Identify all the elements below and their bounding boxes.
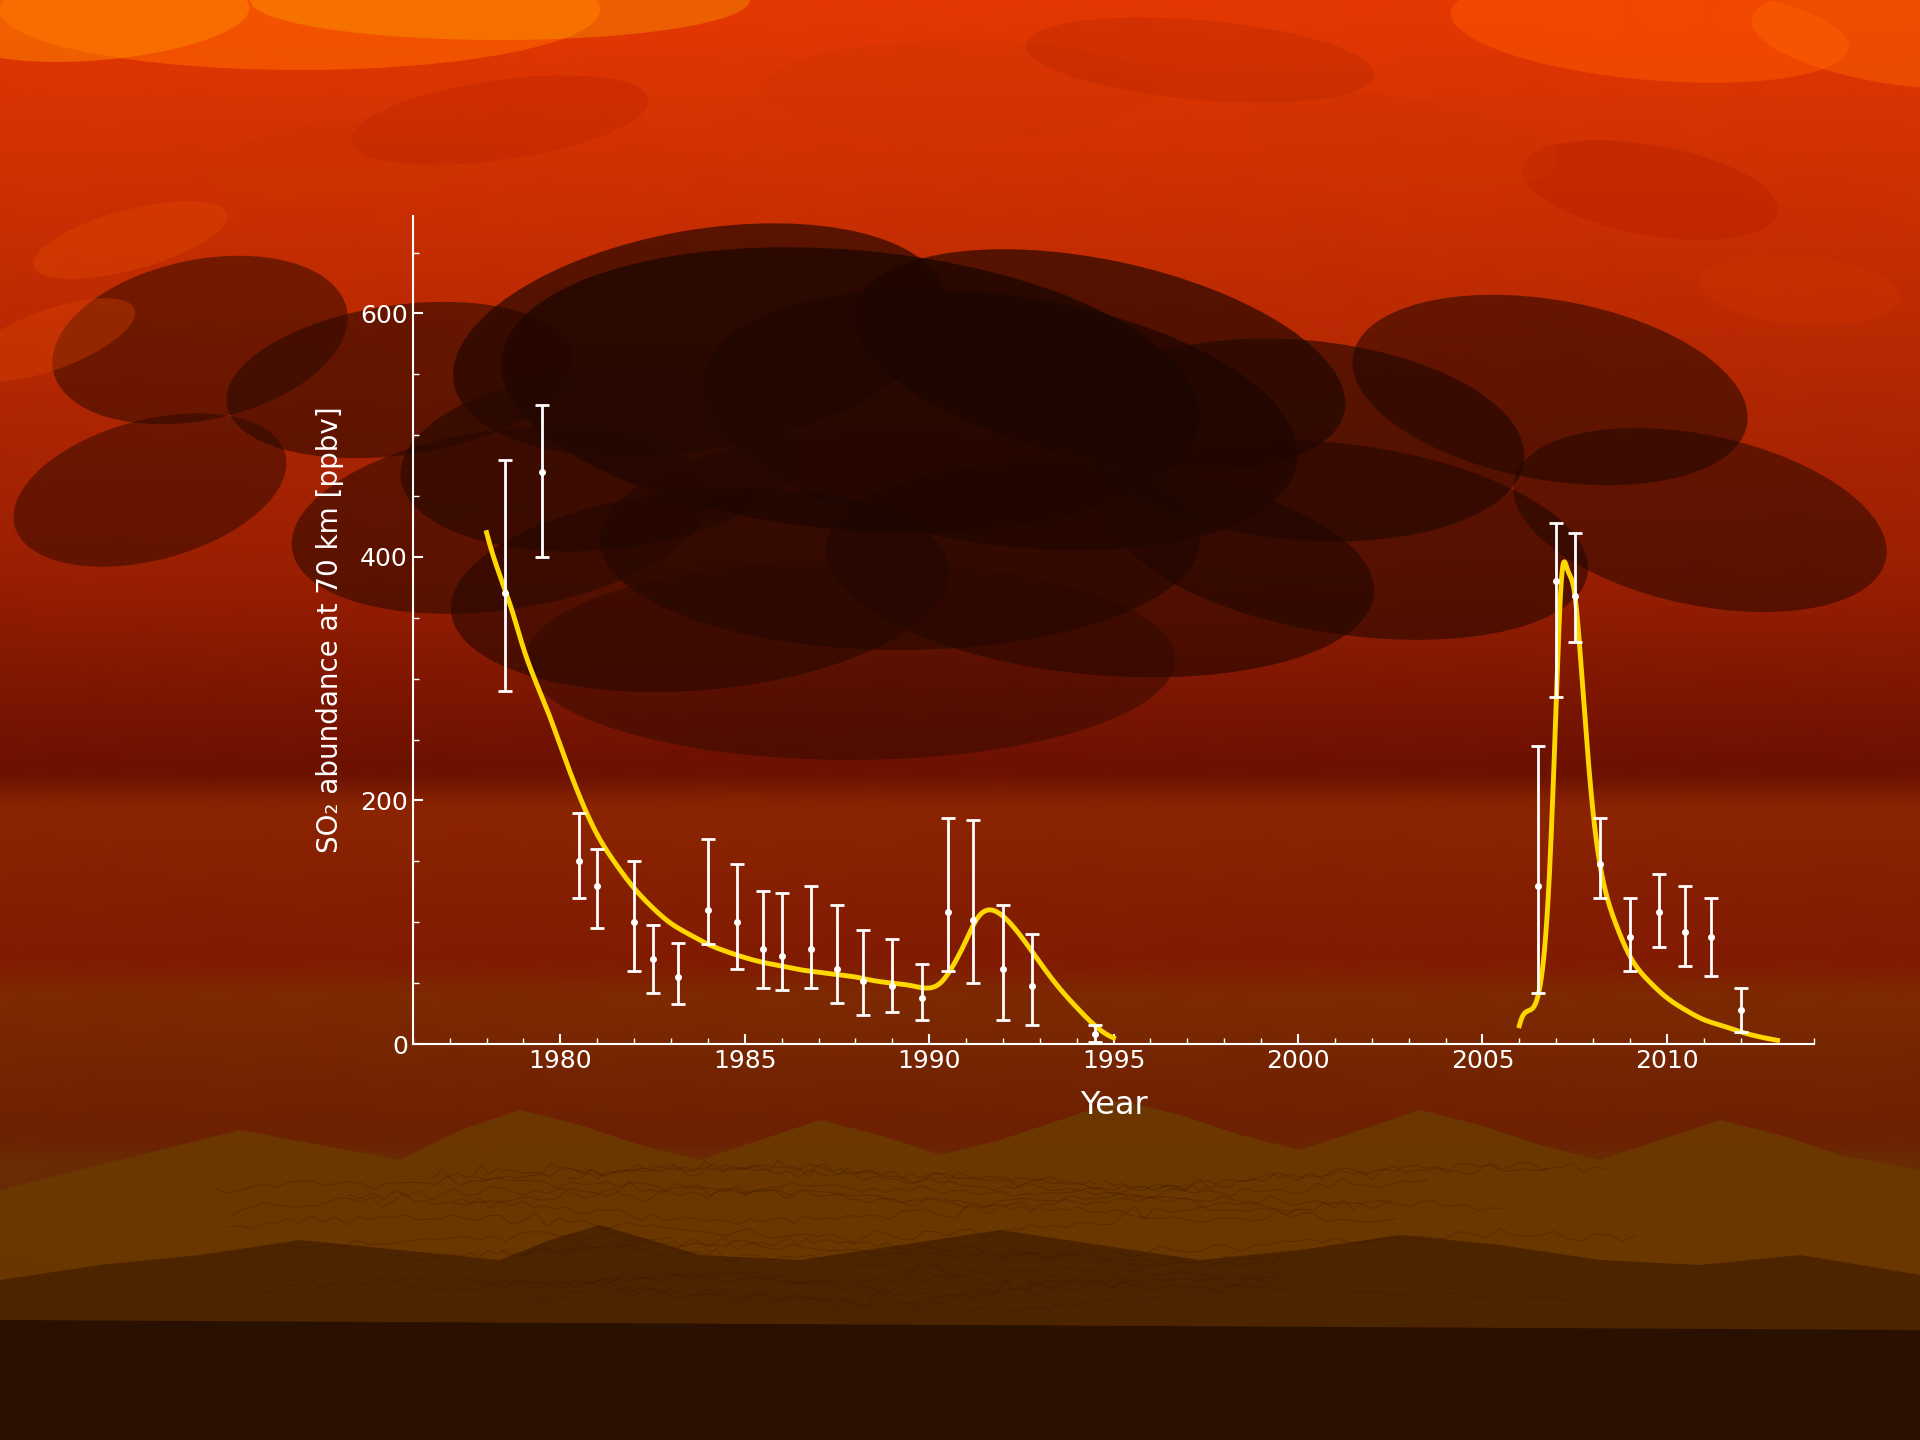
Ellipse shape: [1242, 92, 1559, 187]
Ellipse shape: [1112, 441, 1588, 639]
Ellipse shape: [351, 75, 649, 164]
Ellipse shape: [501, 248, 1198, 533]
Ellipse shape: [250, 0, 751, 40]
Ellipse shape: [211, 118, 490, 202]
Y-axis label: SO₂ abundance at 70 km [ppbv]: SO₂ abundance at 70 km [ppbv]: [315, 406, 344, 854]
Ellipse shape: [1523, 140, 1778, 239]
Ellipse shape: [1352, 295, 1747, 485]
Ellipse shape: [13, 413, 286, 567]
Ellipse shape: [599, 431, 1200, 649]
Polygon shape: [0, 1320, 1920, 1440]
Polygon shape: [0, 1100, 1920, 1440]
Ellipse shape: [33, 202, 227, 279]
Ellipse shape: [854, 249, 1346, 471]
Ellipse shape: [227, 302, 574, 458]
Ellipse shape: [826, 462, 1375, 677]
Ellipse shape: [0, 0, 250, 62]
Ellipse shape: [292, 426, 708, 613]
Ellipse shape: [52, 256, 348, 425]
Ellipse shape: [1452, 0, 1849, 82]
Ellipse shape: [1025, 17, 1375, 102]
Ellipse shape: [524, 560, 1175, 760]
Ellipse shape: [0, 0, 599, 71]
Ellipse shape: [703, 289, 1298, 550]
Ellipse shape: [1751, 0, 1920, 89]
Ellipse shape: [0, 298, 134, 382]
Ellipse shape: [401, 369, 799, 552]
Ellipse shape: [1075, 338, 1524, 541]
Ellipse shape: [451, 488, 948, 693]
Ellipse shape: [1513, 428, 1887, 612]
X-axis label: Year: Year: [1079, 1090, 1148, 1120]
Polygon shape: [0, 1225, 1920, 1440]
Ellipse shape: [1701, 253, 1899, 325]
Ellipse shape: [453, 223, 947, 456]
Ellipse shape: [760, 40, 1160, 140]
